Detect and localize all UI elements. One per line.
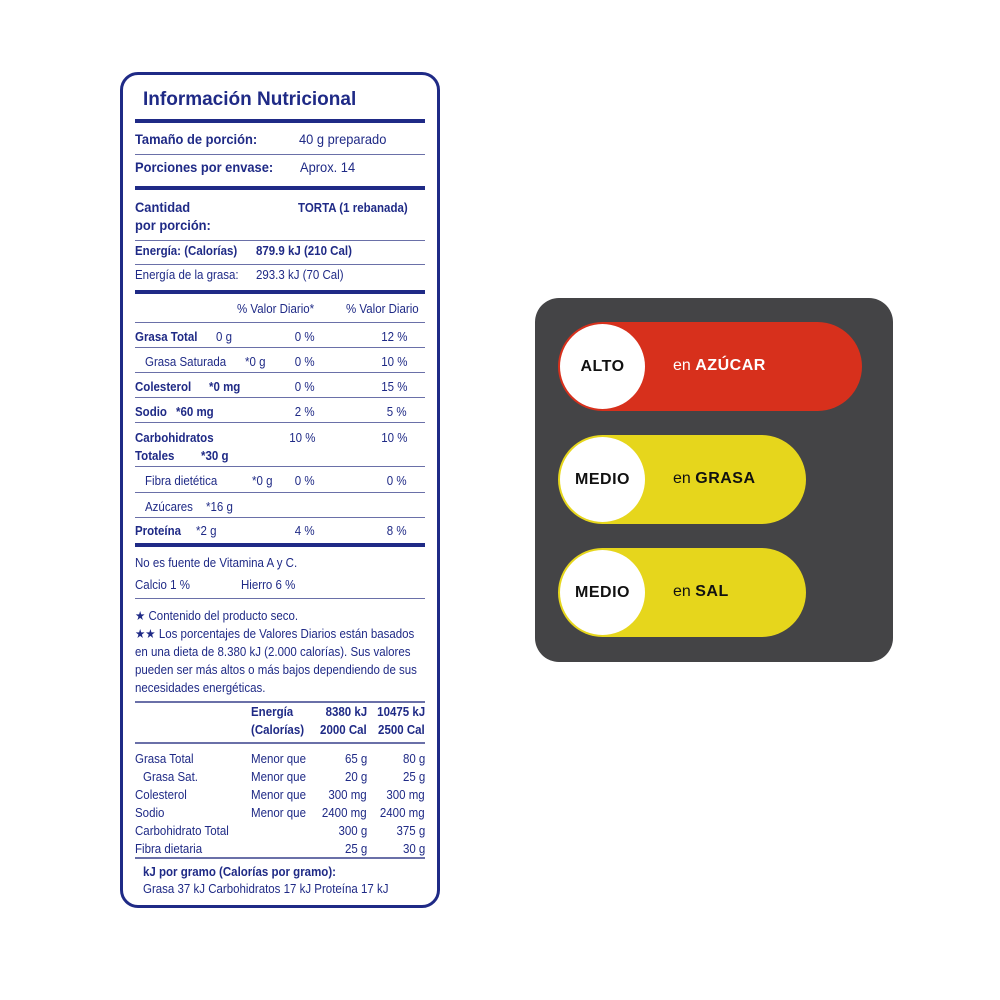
amount-label: Cantidad [135,199,191,215]
ref-header-10475: 10475 kJ [377,705,425,719]
servings-value: Aprox. 14 [300,159,356,175]
nutrient-dv-1: 0 % [295,380,315,394]
ref-nutrient: Sodio [135,806,165,820]
nutrient-name: Azúcares [145,500,193,514]
ref-header-2000: 2000 Cal [320,723,367,737]
nutrient-dv-1: 10 % [288,431,315,445]
ref-value-2500: 80 g [402,752,425,766]
traffic-light-sal: MEDIO en SAL [558,548,806,637]
nutrient-name: Proteína [135,524,182,538]
footnote-2-line: pueden ser más altos o más bajos dependi… [135,663,417,677]
fat-energy-value: 293.3 kJ (70 Cal) [256,268,344,282]
ref-nutrient: Grasa Total [135,752,194,766]
nutrient-amount: *0 g [245,355,266,369]
nutrient-amount: *0 g [252,474,273,488]
ref-condition: Menor que [251,752,306,766]
nutrient-dv-1: 0 % [295,474,315,488]
nutrient: SAL [695,583,729,600]
fat-energy-label: Energía de la grasa: [135,268,239,282]
level-badge: MEDIO [560,550,645,635]
nutrient-name: Sodio [135,405,167,419]
ref-value-2000: 25 g [344,842,367,856]
nutrient-dv-1: 2 % [295,405,315,419]
nutrient-name: Carbohidratos [135,431,214,445]
nutrient-dv-1: 4 % [295,524,315,538]
ref-value-2500: 375 g [396,824,425,838]
ref-value-2500: 2400 mg [380,806,425,820]
nutrient-amount: *30 g [201,449,229,463]
traffic-light-grasa: MEDIO en GRASA [558,435,806,524]
nutrient-dv-2: 10 % [380,431,407,445]
nutrient-name: Colesterol [135,380,192,394]
front-of-pack-traffic-light: ALTO en AZÚCAR MEDIO en GRASA MEDIO en SAL [535,298,893,662]
nutrient-name: Grasa Saturada [145,355,227,369]
nutrient-dv-2: 12 % [380,330,407,344]
nutrient-dv-2: 15 % [380,380,407,394]
ref-value-2000: 65 g [344,752,367,766]
kj-per-gram-title: kJ por gramo (Calorías por gramo): [143,865,336,879]
nutrient: GRASA [695,470,756,487]
nutrient-amount: *2 g [195,524,217,538]
iron: Hierro 6 % [241,578,296,592]
ref-value-2000: 20 g [344,770,367,784]
level-badge: MEDIO [560,437,645,522]
nutrient-amount: 0 g [215,330,232,344]
nutrient-dv-2: 10 % [380,355,407,369]
nutrient-dv-2: 5 % [387,405,407,419]
ref-value-2000: 300 g [338,824,367,838]
ref-header-2500: 2500 Cal [378,723,425,737]
servings-label: Porciones por envase: [135,159,274,175]
nutrient-amount: *60 mg [176,405,214,419]
ref-condition: Menor que [251,788,306,802]
prefix: en [673,357,691,374]
footnote-1: ★ Contenido del producto seco. [135,609,299,623]
amount-label-2: por porción: [135,217,211,233]
energy-value: 879.9 kJ (210 Cal) [256,244,352,258]
ref-header-8380: 8380 kJ [325,705,367,719]
footnote-2-line: en una dieta de 8.380 kJ (2.000 calorías… [135,645,411,659]
dv-header-1: % Valor Diario* [237,302,315,316]
prefix: en [673,470,691,487]
nutrient-name: Fibra dietética [145,474,218,488]
ref-value-2500: 30 g [402,842,425,856]
footnote-2-line: necesidades energéticas. [135,681,266,695]
ref-nutrient: Fibra dietaria [135,842,203,856]
product-column: TORTA (1 rebanada) [298,201,408,215]
serving-size-value: 40 g preparado [299,131,387,147]
prefix: en [673,583,691,600]
nutrition-facts-label: Información Nutricional Tamaño de porció… [120,72,440,908]
ref-header-energy: Energía [251,705,294,719]
nutrient-dv-2: 8 % [387,524,407,538]
ref-condition: Menor que [251,806,306,820]
serving-size-label: Tamaño de porción: [135,131,258,147]
calcium: Calcio 1 % [135,578,190,592]
vitamin-note: No es fuente de Vitamina A y C. [135,556,298,570]
nutrient-dv-1: 0 % [295,330,315,344]
kj-per-gram-values: Grasa 37 kJ Carbohidratos 17 kJ Proteína… [143,882,389,896]
ref-nutrient: Grasa Sat. [143,770,198,784]
energy-label: Energía: (Calorías) [135,244,238,258]
dv-header-2: % Valor Diario [346,302,419,316]
nutrient-amount: *16 g [205,500,233,514]
traffic-light-azucar: ALTO en AZÚCAR [558,322,862,411]
nutrient-dv-2: 0 % [387,474,407,488]
ref-condition: Menor que [251,770,306,784]
level-badge: ALTO [560,324,645,409]
ref-nutrient: Carbohidrato Total [135,824,229,838]
ref-nutrient: Colesterol [135,788,187,802]
nutrient: AZÚCAR [695,357,766,374]
ref-value-2000: 2400 mg [322,806,367,820]
ref-header-calories: (Calorías) [251,723,305,737]
footnote-2-line: ★★ Los porcentajes de Valores Diarios es… [135,627,415,641]
nutrient-name-2: Totales [135,449,175,463]
nutrient-dv-1: 0 % [295,355,315,369]
nutrient-amount: *0 mg [209,380,241,394]
ref-value-2500: 300 mg [386,788,425,802]
label-title: Información Nutricional [143,89,357,110]
ref-value-2500: 25 g [402,770,425,784]
ref-value-2000: 300 mg [328,788,367,802]
nutrient-name: Grasa Total [135,330,198,344]
